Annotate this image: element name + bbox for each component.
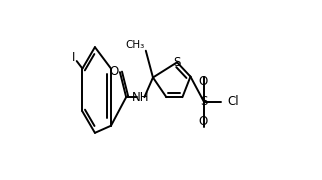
Text: NH: NH — [132, 91, 149, 104]
Text: CH₃: CH₃ — [126, 40, 145, 50]
Text: S: S — [200, 95, 208, 108]
Text: S: S — [173, 56, 181, 69]
Text: I: I — [72, 51, 75, 64]
Text: O: O — [198, 75, 208, 88]
Text: O: O — [198, 115, 208, 128]
Text: O: O — [109, 65, 118, 78]
Text: Cl: Cl — [227, 95, 239, 108]
